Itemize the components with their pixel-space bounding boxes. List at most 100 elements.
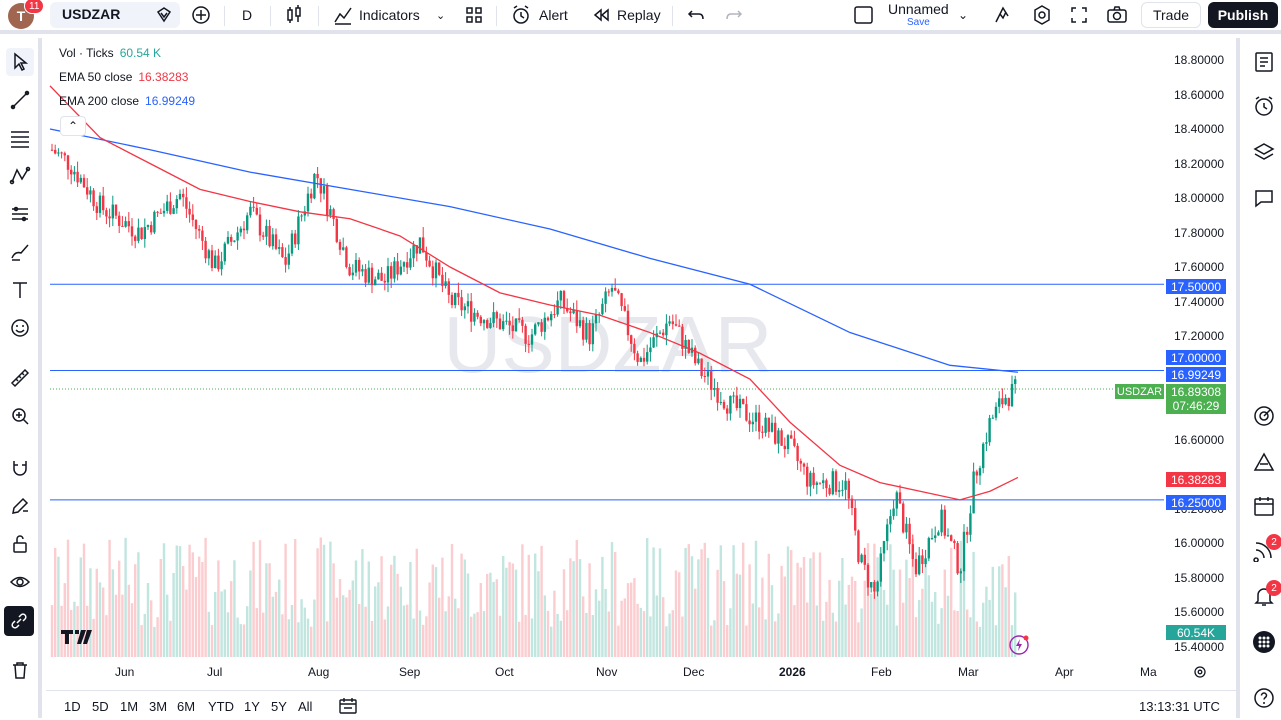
interval-button[interactable]: D	[242, 7, 253, 23]
pattern-icon[interactable]	[6, 162, 34, 190]
indicators-button[interactable]: Indicators	[359, 7, 420, 23]
range-button-6m[interactable]: 6M	[177, 699, 196, 714]
triangle-icon[interactable]	[1250, 448, 1278, 476]
range-button-ytd[interactable]: YTD	[208, 699, 234, 714]
volume-bar	[895, 625, 898, 657]
volume-bar	[729, 608, 732, 657]
layout-name[interactable]: Unnamed	[888, 1, 949, 17]
range-button-all[interactable]: All	[298, 699, 313, 714]
undo-icon[interactable]	[686, 0, 706, 30]
candle-body	[991, 417, 994, 419]
volume-legend[interactable]: Vol · Ticks 60.54 K	[59, 46, 161, 60]
apps-grid-icon[interactable]	[1250, 628, 1278, 656]
chevron-down-icon[interactable]: ⌄	[436, 9, 446, 22]
volume-bar	[287, 619, 290, 657]
ruler-icon[interactable]	[6, 364, 34, 392]
magnet-icon[interactable]	[6, 454, 34, 482]
eye-icon[interactable]	[6, 568, 34, 596]
replay-button[interactable]: Replay	[617, 7, 661, 23]
candle-body	[546, 317, 550, 321]
utc-clock[interactable]: 13:13:31 UTC	[1139, 699, 1220, 714]
volume-bar	[127, 584, 130, 657]
volume-bar	[713, 620, 716, 657]
layout-checkbox-icon[interactable]	[853, 0, 875, 30]
volume-bar	[818, 552, 822, 657]
volume-bar	[146, 583, 150, 657]
range-button-5y[interactable]: 5Y	[271, 699, 287, 714]
alarm-clock-icon[interactable]	[510, 0, 532, 30]
volume-bar	[223, 589, 226, 657]
candle-body	[767, 417, 770, 432]
bolt-icon[interactable]	[1008, 634, 1030, 661]
layout-grid-icon[interactable]	[464, 0, 484, 30]
collapse-legend-icon[interactable]: ⌃	[60, 116, 86, 136]
link-icon[interactable]	[4, 606, 34, 636]
range-button-1m[interactable]: 1M	[120, 699, 139, 714]
alerts-clock-icon[interactable]	[1250, 92, 1278, 120]
watchlist-icon[interactable]	[1250, 48, 1278, 76]
volume-bar	[975, 621, 978, 657]
layout-menu-chevron-icon[interactable]: ⌄	[958, 8, 969, 22]
compare-symbol-icon[interactable]	[154, 0, 174, 30]
candle-body	[140, 227, 143, 239]
ema200-legend[interactable]: EMA 200 close 16.99249	[59, 94, 195, 108]
rewind-icon[interactable]	[591, 0, 611, 30]
alert-button[interactable]: Alert	[539, 7, 568, 23]
axis-settings-icon[interactable]	[1192, 664, 1208, 680]
cursor-icon[interactable]	[6, 48, 34, 76]
layers-icon[interactable]	[1250, 138, 1278, 166]
volume-bar	[559, 620, 562, 657]
symbol-name[interactable]: USDZAR	[62, 6, 121, 22]
range-button-1d[interactable]: 1D	[64, 699, 81, 714]
zoom-in-icon[interactable]	[6, 402, 34, 430]
volume-bar	[937, 623, 940, 657]
candle-body	[137, 227, 140, 241]
quick-search-icon[interactable]	[992, 0, 1014, 30]
ema50-legend[interactable]: EMA 50 close 16.38283	[59, 70, 188, 84]
range-button-3m[interactable]: 3M	[149, 699, 168, 714]
lock-icon[interactable]	[6, 530, 34, 558]
camera-icon[interactable]	[1106, 0, 1128, 30]
fullscreen-icon[interactable]	[1069, 0, 1089, 30]
layout-save-label[interactable]: Save	[907, 16, 930, 28]
candle-body	[89, 190, 92, 195]
time-tick-label: Apr	[1055, 665, 1074, 679]
trend-line-icon[interactable]	[6, 86, 34, 114]
volume-bar	[722, 581, 726, 657]
volume-bar	[825, 601, 828, 657]
candle-body	[105, 210, 108, 217]
date-range-icon[interactable]	[338, 697, 358, 720]
redo-icon[interactable]	[724, 0, 744, 30]
indicators-icon[interactable]	[332, 0, 354, 30]
ideas-stream-icon[interactable]	[1250, 536, 1278, 564]
fib-retracement-icon[interactable]	[6, 124, 34, 152]
candle-body	[758, 412, 761, 432]
range-button-1y[interactable]: 1Y	[244, 699, 260, 714]
symbol-search-box[interactable]	[50, 2, 180, 28]
trash-icon[interactable]	[6, 656, 34, 684]
volume-bar	[377, 582, 380, 657]
time-tick-label: Ma	[1140, 665, 1157, 679]
publish-button[interactable]: Publish	[1208, 2, 1278, 28]
brush-icon[interactable]	[6, 238, 34, 266]
candle-body	[194, 219, 198, 230]
volume-bar	[751, 603, 754, 657]
candles-icon[interactable]	[284, 0, 304, 30]
drawing-mode-icon[interactable]	[6, 492, 34, 520]
chat-icon[interactable]	[1250, 184, 1278, 212]
trade-button[interactable]: Trade	[1141, 2, 1201, 28]
candle-body	[681, 326, 684, 349]
tradingview-logo-icon[interactable]	[60, 628, 94, 651]
emoji-icon[interactable]	[6, 314, 34, 342]
text-tool-icon[interactable]	[6, 276, 34, 304]
range-button-5d[interactable]: 5D	[92, 699, 109, 714]
calendar-icon[interactable]	[1250, 492, 1278, 520]
volume-bar	[342, 595, 345, 657]
settings-gear-icon[interactable]	[1031, 0, 1053, 30]
forecast-icon[interactable]	[6, 200, 34, 228]
target-icon[interactable]	[1250, 402, 1278, 430]
help-icon[interactable]	[1250, 684, 1278, 712]
add-symbol-icon[interactable]	[190, 0, 212, 30]
candle-body	[364, 269, 367, 283]
candle-body	[367, 267, 370, 283]
